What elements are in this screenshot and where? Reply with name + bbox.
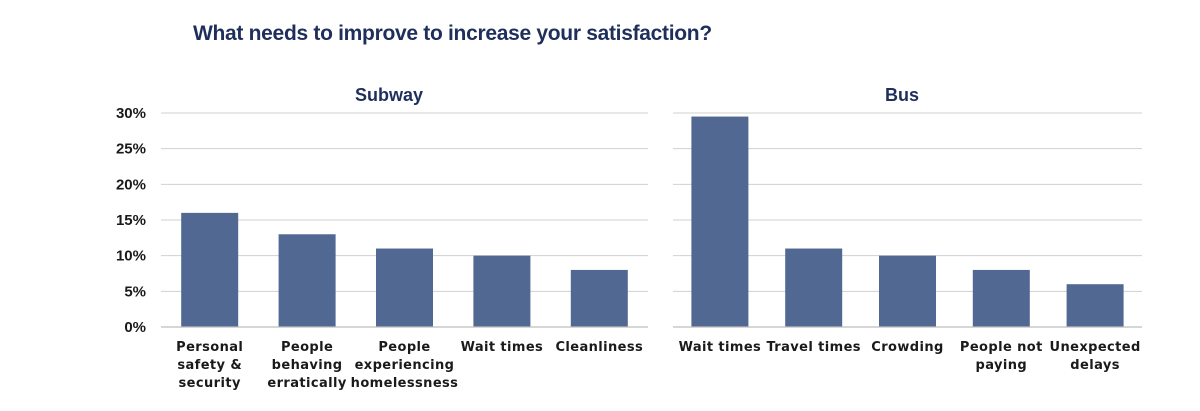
y-tick-label: 15% [116, 212, 146, 229]
x-tick-label: Personal safety & security [176, 340, 243, 391]
bar-bus-1 [691, 116, 749, 327]
x-tick-label: People not paying [960, 340, 1043, 373]
panel-title-subway: Subway [355, 85, 423, 105]
bar-subway-2 [278, 234, 336, 327]
y-tick-label: 30% [116, 105, 146, 122]
x-tick-label: Crowding [871, 340, 943, 355]
bar-subway-5 [570, 269, 628, 327]
x-tick-label: People experiencing homelessness [351, 340, 459, 391]
x-tick-label: People behaving erratically [267, 340, 346, 391]
y-tick-label: 5% [124, 283, 146, 300]
bar-subway-1 [181, 212, 239, 327]
y-tick-label: 0% [124, 319, 146, 336]
panel-bus: Bus Wait times Travel times Crowding People … [673, 85, 1142, 373]
x-tick-label: Travel times [766, 340, 860, 355]
bar-subway-3 [376, 248, 433, 327]
panel-title-bus: Bus [885, 85, 919, 105]
panel-subway: Subway Personal safety & security People beha… [161, 85, 648, 391]
bar-subway-4 [473, 255, 531, 327]
x-tick-label: Wait times [461, 340, 544, 355]
y-tick-label: 20% [116, 176, 146, 193]
x-tick-label: Cleanliness [555, 340, 643, 355]
x-tick-label: Unexpected delays [1050, 340, 1141, 373]
x-tick-label: Wait times [679, 340, 762, 355]
bar-bus-4 [972, 269, 1030, 327]
bar-bus-2 [785, 248, 843, 327]
y-tick-label: 25% [116, 141, 146, 158]
chart-title: What needs to improve to increase your s… [193, 22, 712, 45]
bar-bus-3 [879, 255, 936, 327]
y-tick-label: 10% [116, 248, 146, 265]
bar-bus-5 [1066, 284, 1124, 327]
